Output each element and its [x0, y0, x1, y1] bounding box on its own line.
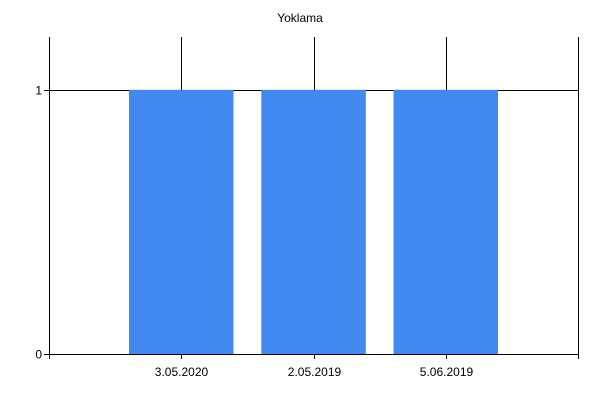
y-axis-tick-labels: 01	[35, 84, 42, 362]
y-tick-label: 1	[35, 84, 42, 98]
x-tick-label: 3.05.2020	[155, 365, 209, 379]
axes	[44, 37, 579, 359]
y-tick-label: 0	[35, 348, 42, 362]
bars	[129, 89, 498, 355]
x-axis-tick-labels: 3.05.2020 2.05.2019 5.06.2019	[155, 365, 474, 379]
chart-title: Yoklama	[277, 11, 323, 25]
x-tick-label: 5.06.2019	[420, 365, 474, 379]
bar-2.05.2019	[261, 89, 366, 355]
x-tick-label: 2.05.2019	[288, 365, 342, 379]
bar-5.06.2019	[393, 89, 498, 355]
bar-3.05.2020	[129, 89, 234, 355]
